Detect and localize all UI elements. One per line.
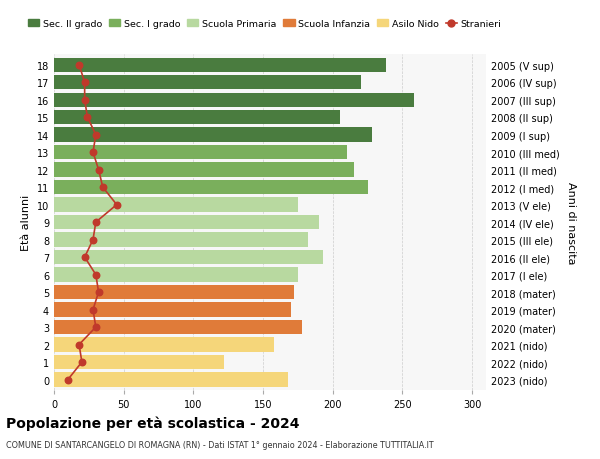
- Bar: [54, 111, 340, 125]
- Bar: [54, 180, 368, 195]
- Point: [94, 289, 103, 296]
- Bar: [54, 215, 319, 230]
- Bar: [54, 93, 413, 107]
- Bar: [54, 285, 293, 300]
- Y-axis label: Età alunni: Età alunni: [21, 195, 31, 251]
- Point: [94, 167, 103, 174]
- Bar: [54, 163, 353, 178]
- Point: [98, 184, 107, 191]
- Point: [88, 236, 98, 244]
- Bar: [54, 373, 288, 387]
- Point: [80, 79, 89, 87]
- Bar: [54, 355, 224, 369]
- Point: [112, 202, 122, 209]
- Bar: [54, 146, 347, 160]
- Text: COMUNE DI SANTARCANGELO DI ROMAGNA (RN) - Dati ISTAT 1° gennaio 2024 - Elaborazi: COMUNE DI SANTARCANGELO DI ROMAGNA (RN) …: [6, 440, 434, 449]
- Bar: [54, 128, 372, 142]
- Bar: [54, 303, 291, 317]
- Bar: [54, 76, 361, 90]
- Point: [80, 97, 89, 104]
- Point: [74, 341, 84, 348]
- Y-axis label: Anni di nascita: Anni di nascita: [566, 181, 576, 264]
- Bar: [54, 250, 323, 265]
- Bar: [54, 268, 298, 282]
- Point: [77, 358, 86, 366]
- Point: [74, 62, 84, 69]
- Point: [91, 271, 101, 279]
- Legend: Sec. II grado, Sec. I grado, Scuola Primaria, Scuola Infanzia, Asilo Nido, Stran: Sec. II grado, Sec. I grado, Scuola Prim…: [24, 16, 505, 33]
- Point: [83, 114, 92, 122]
- Point: [91, 219, 101, 226]
- Bar: [54, 233, 308, 247]
- Text: Popolazione per età scolastica - 2024: Popolazione per età scolastica - 2024: [6, 415, 299, 430]
- Bar: [54, 338, 274, 352]
- Bar: [54, 320, 302, 335]
- Point: [63, 376, 73, 383]
- Point: [88, 306, 98, 313]
- Point: [91, 132, 101, 139]
- Bar: [54, 198, 298, 213]
- Point: [80, 254, 89, 261]
- Bar: [54, 58, 386, 73]
- Point: [91, 324, 101, 331]
- Point: [88, 149, 98, 157]
